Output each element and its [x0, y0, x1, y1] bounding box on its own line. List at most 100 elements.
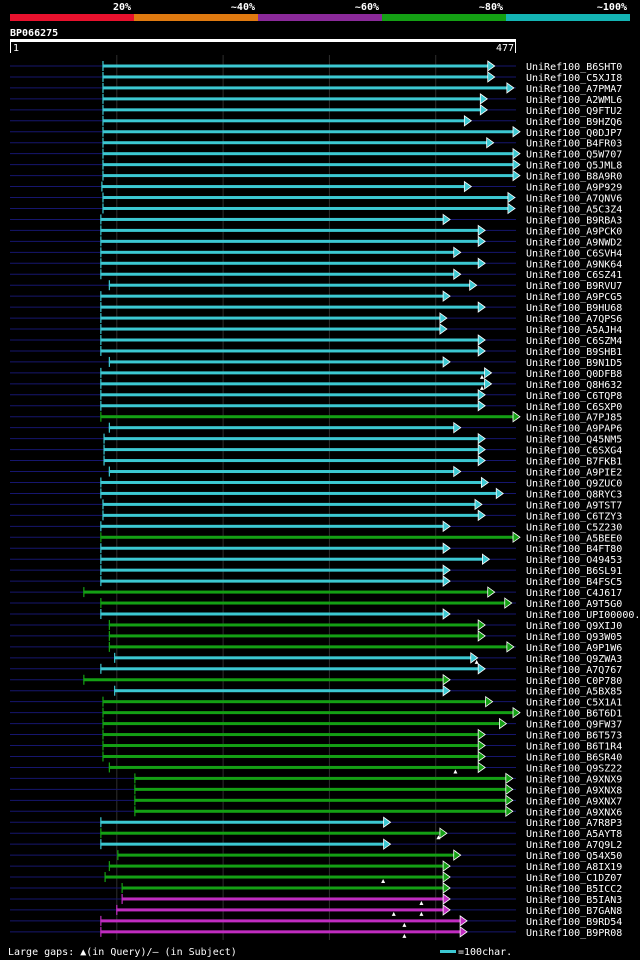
hit-row[interactable]: UniRef100_O49453	[10, 553, 622, 566]
hit-row[interactable]: UniRef100_A9PCK0	[10, 224, 622, 237]
hit-row[interactable]: UniRef100_C6SVH4	[10, 246, 622, 259]
hit-label[interactable]: UniRef100_B5ICC2	[526, 884, 622, 895]
hit-label[interactable]: UniRef100_Q9FTU2	[526, 106, 622, 117]
hit-row[interactable]: UniRef100_Q54X50	[10, 849, 622, 862]
hit-label[interactable]: UniRef100_B6T6D1	[526, 709, 622, 720]
hit-row[interactable]: UniRef100_C6TQP8	[10, 389, 622, 402]
hit-row[interactable]: UniRef100_B6T6D1	[10, 706, 622, 720]
hit-row[interactable]: UniRef100_B5ICC2	[10, 882, 622, 895]
hit-row[interactable]: UniRef100_A7PMA7	[10, 82, 622, 95]
hit-label[interactable]: UniRef100_A9XNX8	[526, 785, 622, 796]
hit-label[interactable]: UniRef100_A5C3Z4	[526, 204, 622, 215]
hit-row[interactable]: UniRef100_Q9FW37	[10, 717, 622, 731]
hit-label[interactable]: UniRef100_B6SL91	[526, 566, 622, 577]
hit-label[interactable]: UniRef100_A7R8P3	[526, 818, 622, 829]
hit-label[interactable]: UniRef100_B5IAN3	[526, 895, 622, 906]
hit-label[interactable]: UniRef100_Q9FW37	[526, 720, 622, 731]
hit-label[interactable]: UniRef100_A9XNX7	[526, 796, 622, 807]
hit-row[interactable]: UniRef100_Q9FTU2	[10, 104, 622, 117]
hit-row[interactable]: UniRef100_C5Z230	[10, 520, 622, 533]
hit-row[interactable]: UniRef100_C6SZM4	[10, 334, 622, 347]
hit-label[interactable]: UniRef100_A9PCG5	[526, 292, 622, 303]
hit-row[interactable]: UniRef100_Q0DFB8	[10, 367, 622, 380]
hit-label[interactable]: UniRef100_A7QNV6	[526, 194, 622, 205]
hit-row[interactable]: UniRef100_B6T573	[10, 728, 622, 742]
hit-label[interactable]: UniRef100_Q93W05	[526, 632, 622, 643]
hit-row[interactable]: UniRef100_Q9ZUC0	[10, 476, 622, 489]
hit-row[interactable]: UniRef100_B6SHT0	[10, 60, 622, 73]
hit-row[interactable]: UniRef100_A9XNX6	[10, 805, 622, 818]
hit-label[interactable]: UniRef100_C5X1A1	[526, 698, 622, 709]
hit-row[interactable]: UniRef100_B9RVU7	[10, 279, 622, 292]
hit-row[interactable]: UniRef100_A9TST7	[10, 498, 622, 511]
hit-row[interactable]: UniRef100_C0P780	[10, 673, 622, 687]
hit-label[interactable]: UniRef100_B7FKB1	[526, 457, 622, 468]
hit-row[interactable]: UniRef100_A9P929	[10, 180, 622, 194]
hit-label[interactable]: UniRef100_C4J617	[526, 588, 622, 599]
hit-label[interactable]: UniRef100_A7QPS6	[526, 314, 622, 325]
hit-row[interactable]: UniRef100_C5XJI8	[10, 71, 622, 84]
hit-label[interactable]: UniRef100_B9RVU7	[526, 281, 622, 292]
hit-row[interactable]: UniRef100_Q5JML8	[10, 158, 622, 172]
hit-row[interactable]: UniRef100_A9PIE2	[10, 465, 622, 479]
hit-label[interactable]: UniRef100_C6SZ41	[526, 270, 622, 281]
hit-row[interactable]: UniRef100_UPI00000...	[10, 608, 640, 621]
hit-label[interactable]: UniRef100_C6SXG4	[526, 446, 622, 457]
hit-row[interactable]: UniRef100_B6SL91	[10, 564, 622, 577]
hit-row[interactable]: UniRef100_B8A9R0	[10, 169, 622, 183]
hit-label[interactable]: UniRef100_B9RBA3	[526, 215, 622, 226]
hit-row[interactable]: UniRef100_A9NWD2	[10, 235, 622, 248]
hit-label[interactable]: UniRef100_A9TST7	[526, 500, 622, 511]
hit-label[interactable]: UniRef100_Q8RYC3	[526, 489, 622, 500]
hit-label[interactable]: UniRef100_Q0DFB8	[526, 369, 622, 380]
hit-row[interactable]: UniRef100_Q0DJP7	[10, 125, 622, 139]
hit-label[interactable]: UniRef100_B8A9R0	[526, 172, 622, 183]
hit-row[interactable]: UniRef100_Q9ZWA3	[10, 652, 622, 665]
hit-label[interactable]: UniRef100_A8IX19	[526, 862, 622, 873]
hit-row[interactable]: UniRef100_B9N1D5	[10, 356, 622, 369]
hit-row[interactable]: UniRef100_B9RBA3	[10, 213, 622, 226]
hit-label[interactable]: UniRef100_B6T1R4	[526, 742, 622, 753]
hit-row[interactable]: UniRef100_C4J617	[10, 586, 622, 599]
hit-row[interactable]: UniRef100_A5AYT8	[10, 827, 622, 840]
hit-row[interactable]: UniRef100_A5C3Z4	[10, 202, 622, 215]
hit-label[interactable]: UniRef100_UPI00000...	[526, 610, 640, 621]
hit-label[interactable]: UniRef100_A2WML6	[526, 95, 622, 106]
hit-label[interactable]: UniRef100_Q5JML8	[526, 161, 622, 172]
hit-label[interactable]: UniRef100_A9NWD2	[526, 237, 622, 248]
hit-row[interactable]: UniRef100_A7QPS6	[10, 312, 622, 325]
hit-label[interactable]: UniRef100_B4FT80	[526, 544, 622, 555]
hit-label[interactable]: UniRef100_Q45NM5	[526, 435, 622, 446]
hit-label[interactable]: UniRef100_C0P780	[526, 676, 622, 687]
hit-label[interactable]: UniRef100_Q0DJP7	[526, 128, 622, 139]
hit-row[interactable]: UniRef100_A9XNX9	[10, 772, 622, 785]
hit-label[interactable]: UniRef100_A7PJ85	[526, 413, 622, 424]
hit-label[interactable]: UniRef100_A5BEE0	[526, 533, 622, 544]
hit-label[interactable]: UniRef100_Q9XIJ0	[526, 621, 622, 632]
hit-row[interactable]: UniRef100_A9XNX7	[10, 794, 622, 807]
hit-label[interactable]: UniRef100_A9PAP6	[526, 424, 622, 435]
hit-label[interactable]: UniRef100_C1DZ07	[526, 873, 622, 884]
hit-row[interactable]: UniRef100_B9RD54	[10, 915, 622, 928]
hit-row[interactable]: UniRef100_A7Q9L2	[10, 838, 622, 851]
hit-row[interactable]: UniRef100_B6SR40	[10, 750, 622, 763]
hit-row[interactable]: UniRef100_A9PCG5	[10, 290, 622, 303]
hit-label[interactable]: UniRef100_Q9ZWA3	[526, 654, 622, 665]
hit-label[interactable]: UniRef100_A5AYT8	[526, 829, 622, 840]
hit-row[interactable]: UniRef100_A9T5G0	[10, 597, 622, 610]
hit-row[interactable]: UniRef100_C6SZ41	[10, 268, 622, 281]
hit-row[interactable]: UniRef100_B5IAN3	[10, 893, 622, 906]
hit-row[interactable]: UniRef100_Q93W05	[10, 630, 622, 643]
hit-label[interactable]: UniRef100_A9XNX6	[526, 807, 622, 818]
hit-label[interactable]: UniRef100_B9SHB1	[526, 347, 622, 358]
hit-label[interactable]: UniRef100_A5AJH4	[526, 325, 622, 336]
hit-row[interactable]: UniRef100_B7FKB1	[10, 454, 622, 468]
hit-row[interactable]: UniRef100_B4FR03	[10, 136, 622, 150]
hit-row[interactable]: UniRef100_A7PJ85	[10, 410, 622, 424]
hit-row[interactable]: UniRef100_B9SHB1	[10, 345, 622, 358]
hit-row[interactable]: UniRef100_C6TZY3	[10, 509, 622, 522]
hit-row[interactable]: UniRef100_A8IX19	[10, 860, 622, 873]
hit-row[interactable]: UniRef100_C6SXP0	[10, 399, 622, 413]
hit-label[interactable]: UniRef100_Q8H632	[526, 380, 622, 391]
hit-label[interactable]: UniRef100_A7PMA7	[526, 84, 622, 95]
